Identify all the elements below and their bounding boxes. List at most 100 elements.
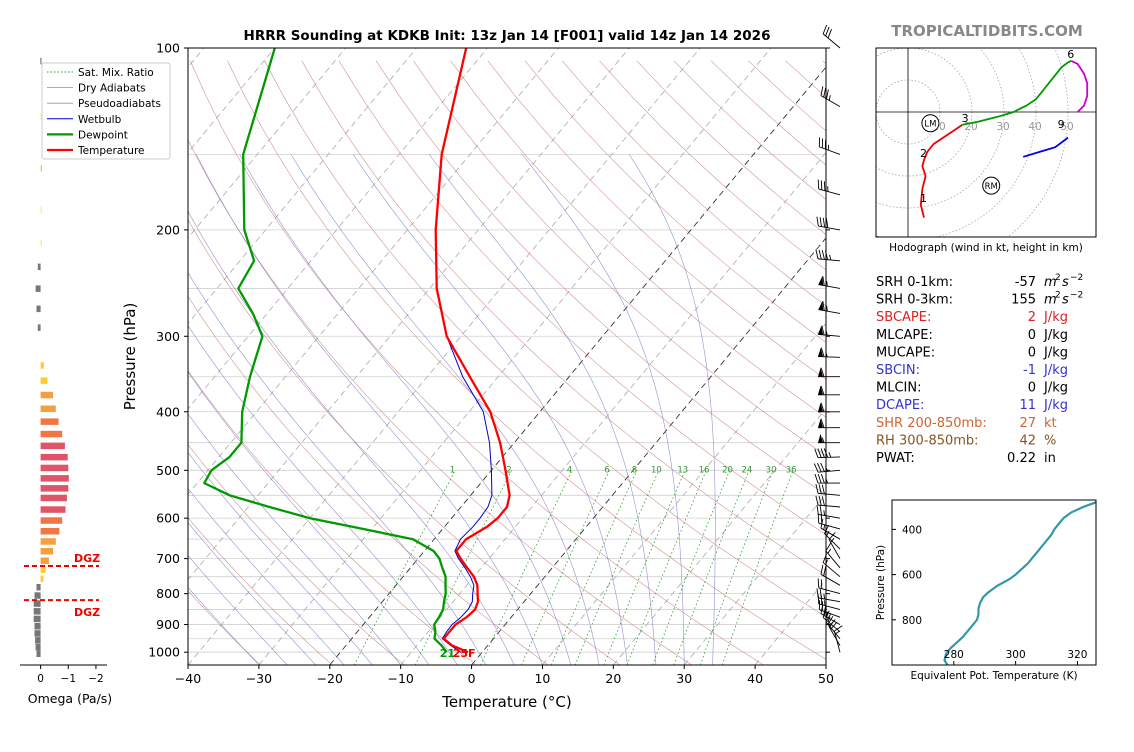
x-tick-label: −10 bbox=[387, 671, 413, 686]
thetae-x-tick-label: 300 bbox=[1006, 649, 1026, 661]
y-axis-label: Pressure (hPa) bbox=[121, 303, 139, 411]
mixing-ratio-label: 16 bbox=[699, 466, 710, 476]
hodo-height-label: 9 bbox=[1058, 118, 1065, 131]
omega-tick-label: −1 bbox=[61, 673, 76, 685]
omega-bar bbox=[37, 584, 41, 591]
legend-entry: Pseudoadiabats bbox=[78, 98, 161, 110]
y-tick-label: 1000 bbox=[148, 645, 180, 660]
surface-temp-label: 25F bbox=[453, 647, 476, 660]
chart-title: HRRR Sounding at KDKB Init: 13z Jan 14 [… bbox=[244, 28, 771, 44]
dgz-label: DGZ bbox=[74, 606, 100, 619]
omega-bar bbox=[35, 623, 41, 630]
omega-bar bbox=[38, 324, 41, 331]
stat-value: 11 bbox=[1019, 398, 1036, 413]
y-tick-label: 300 bbox=[156, 329, 180, 344]
omega-tick-label: 0 bbox=[37, 673, 44, 685]
omega-bar bbox=[34, 600, 41, 607]
omega-bar bbox=[41, 567, 46, 574]
omega-bar bbox=[41, 538, 56, 545]
stat-label: MLCIN: bbox=[876, 381, 921, 396]
stat-label: RH 300-850mb: bbox=[876, 433, 979, 448]
hodo-height-label: 2 bbox=[920, 147, 927, 160]
stat-value: 42 bbox=[1019, 433, 1036, 448]
omega-bar bbox=[41, 377, 48, 384]
omega-axis-label: Omega (Pa/s) bbox=[28, 691, 112, 706]
x-tick-label: 30 bbox=[676, 671, 692, 686]
stat-unit: J/kg bbox=[1043, 363, 1068, 378]
omega-bar bbox=[41, 165, 42, 172]
x-tick-label: 50 bbox=[818, 671, 834, 686]
dgz-label: DGZ bbox=[74, 552, 100, 565]
omega-bar bbox=[41, 406, 56, 413]
omega-bar bbox=[41, 418, 59, 425]
x-tick-label: −30 bbox=[246, 671, 272, 686]
omega-bar bbox=[36, 644, 41, 651]
thetae-x-tick-label: 280 bbox=[944, 649, 964, 661]
stat-value: 0 bbox=[1028, 345, 1036, 360]
stat-unit: in bbox=[1044, 451, 1056, 466]
stat-value: 155 bbox=[1011, 293, 1036, 308]
legend-entry: Temperature bbox=[77, 145, 145, 157]
y-tick-label: 200 bbox=[156, 222, 180, 237]
stat-label: PWAT: bbox=[876, 451, 915, 466]
legend-entry: Wetbulb bbox=[78, 114, 122, 126]
x-tick-label: 40 bbox=[747, 671, 763, 686]
stat-unit: kt bbox=[1044, 416, 1057, 431]
omega-bar bbox=[41, 475, 69, 482]
y-tick-label: 400 bbox=[156, 404, 180, 419]
stat-label: DCAPE: bbox=[876, 398, 924, 413]
omega-bar bbox=[35, 592, 41, 599]
omega-bar bbox=[41, 431, 63, 438]
mixing-ratio-label: 1 bbox=[450, 466, 455, 476]
legend-entry: Sat. Mix. Ratio bbox=[78, 67, 154, 79]
y-tick-label: 700 bbox=[156, 551, 180, 566]
x-tick-label: 10 bbox=[534, 671, 550, 686]
stat-unit: J/kg bbox=[1043, 328, 1068, 343]
omega-tick-label: −2 bbox=[88, 673, 103, 685]
stat-unit-sup: 2 bbox=[1055, 291, 1061, 301]
x-axis-label: Temperature (°C) bbox=[441, 693, 571, 711]
stat-row: RH 300-850mb:42% bbox=[876, 433, 1056, 448]
omega-bar bbox=[41, 576, 44, 583]
stat-unit: J/kg bbox=[1043, 310, 1068, 325]
thetae-x-tick-label: 320 bbox=[1067, 649, 1087, 661]
hodo-marker-label: LM bbox=[924, 120, 936, 130]
stat-unit2-sup: −2 bbox=[1070, 273, 1083, 283]
legend: Sat. Mix. Ratio Dry Adiabats Pseudoadiabat… bbox=[42, 63, 170, 159]
stat-value: -1 bbox=[1023, 363, 1036, 378]
stat-value: 0 bbox=[1028, 381, 1036, 396]
omega-bar bbox=[37, 651, 41, 658]
mixing-ratio-label: 6 bbox=[604, 466, 609, 476]
stat-value: 0 bbox=[1028, 328, 1036, 343]
stat-label: SRH 0-1km: bbox=[876, 275, 953, 290]
stat-unit2: s bbox=[1062, 275, 1069, 290]
stat-label: SBCAPE: bbox=[876, 310, 931, 325]
thetae-x-label: Equivalent Pot. Temperature (K) bbox=[910, 670, 1077, 682]
thetae-y-label: Pressure (hPa) bbox=[875, 545, 887, 620]
omega-bar bbox=[41, 495, 67, 502]
stat-value: -57 bbox=[1015, 275, 1036, 290]
thetae-y-tick-label: 600 bbox=[902, 570, 922, 582]
stat-unit2-sup: −2 bbox=[1070, 291, 1083, 301]
omega-bar bbox=[35, 630, 41, 637]
hodo-height-label: 3 bbox=[962, 112, 969, 125]
omega-bar bbox=[41, 454, 68, 461]
mixing-ratio-label: 30 bbox=[766, 466, 777, 476]
hodo-height-label: 6 bbox=[1067, 48, 1074, 61]
legend-entry: Dewpoint bbox=[78, 129, 128, 141]
omega-bar bbox=[41, 517, 63, 524]
legend-entry: Dry Adiabats bbox=[78, 83, 146, 95]
omega-bar bbox=[35, 637, 41, 644]
stat-unit: J/kg bbox=[1043, 398, 1068, 413]
omega-bar bbox=[40, 58, 41, 65]
hodo-marker-label: RM bbox=[985, 182, 998, 192]
stat-unit2: s bbox=[1062, 293, 1069, 308]
omega-bar bbox=[41, 392, 54, 399]
stat-label: SHR 200-850mb: bbox=[876, 416, 987, 431]
y-tick-label: 800 bbox=[156, 586, 180, 601]
y-tick-label: 600 bbox=[156, 511, 180, 526]
omega-bar bbox=[41, 443, 65, 450]
